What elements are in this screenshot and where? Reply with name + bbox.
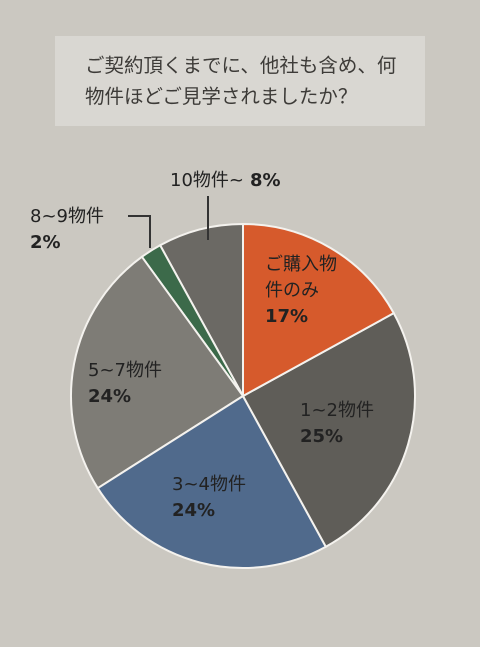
leader-line	[128, 215, 151, 248]
category-label: 10物件~	[170, 170, 244, 191]
pie-slice	[96, 394, 328, 569]
value-label: 2%	[30, 232, 61, 253]
value-label: 8%	[250, 170, 281, 191]
title-box: ご契約頂くまでに、他社も含め、何物件ほどご見学されましたか？	[55, 36, 425, 126]
value-label: 24%	[88, 386, 132, 407]
pie-slice	[242, 222, 396, 398]
slice-label: ご購入物件のみ 17%	[265, 252, 341, 330]
slice-label: 5~7物件 24%	[88, 358, 198, 410]
value-label: 25%	[300, 426, 344, 447]
pie-slice	[70, 255, 245, 490]
category-label: ご購入物件のみ	[265, 254, 337, 301]
pie-slice	[241, 311, 417, 549]
category-label: 1~2物件	[300, 400, 374, 421]
slice-label: 1~2物件 25%	[300, 398, 410, 450]
category-label: 5~7物件	[88, 360, 162, 381]
value-label: 17%	[265, 306, 309, 327]
category-label: 8~9物件	[30, 206, 104, 227]
category-label: 3~4物件	[172, 474, 246, 495]
slice-label: 3~4物件 24%	[172, 472, 282, 524]
slice-label: 10物件~ 8%	[170, 168, 330, 194]
slice-label: 8~9物件 2%	[30, 204, 130, 256]
chart-title: ご契約頂くまでに、他社も含め、何物件ほどご見学されましたか？	[85, 54, 397, 108]
value-label: 24%	[172, 500, 216, 521]
